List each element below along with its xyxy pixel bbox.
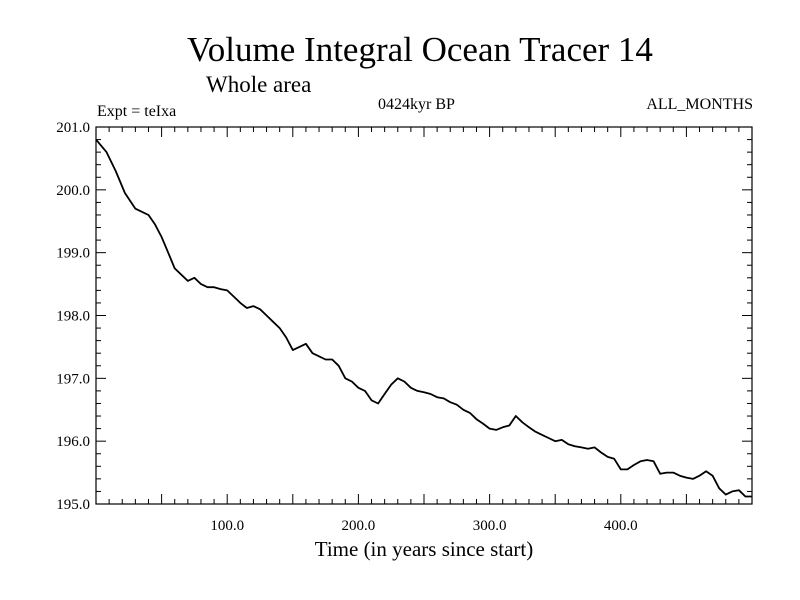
experiment-label: Expt = teIxa	[97, 103, 177, 120]
series-line	[95, 139, 752, 498]
x-tick-label: 300.0	[473, 518, 507, 534]
period-label: 0424kyr BP	[378, 96, 455, 113]
x-tick-label: 400.0	[604, 518, 638, 534]
y-tick-label: 195.0	[56, 497, 90, 513]
plot-frame	[95, 126, 753, 505]
x-tick-label: 200.0	[342, 518, 376, 534]
x-axis-label: Time (in years since start)	[314, 537, 534, 561]
tick-labels: 100.0 200.0 300.0 400.0 195.0 196.0 197.0 198.0…	[56, 120, 637, 534]
y-tick-label: 196.0	[56, 434, 90, 450]
months-label: ALL_MONTHS	[646, 96, 753, 113]
y-tick-label: 200.0	[56, 183, 90, 199]
y-tick-label: 199.0	[56, 246, 90, 262]
chart-title: Volume Integral Ocean Tracer 14	[187, 30, 653, 69]
x-tick-label: 100.0	[210, 518, 244, 534]
axis-ticks	[96, 127, 752, 504]
y-tick-label: 201.0	[56, 120, 90, 136]
chart-subtitle: Whole area	[206, 72, 312, 97]
y-tick-label: 198.0	[56, 309, 90, 325]
y-tick-label: 197.0	[56, 371, 90, 387]
